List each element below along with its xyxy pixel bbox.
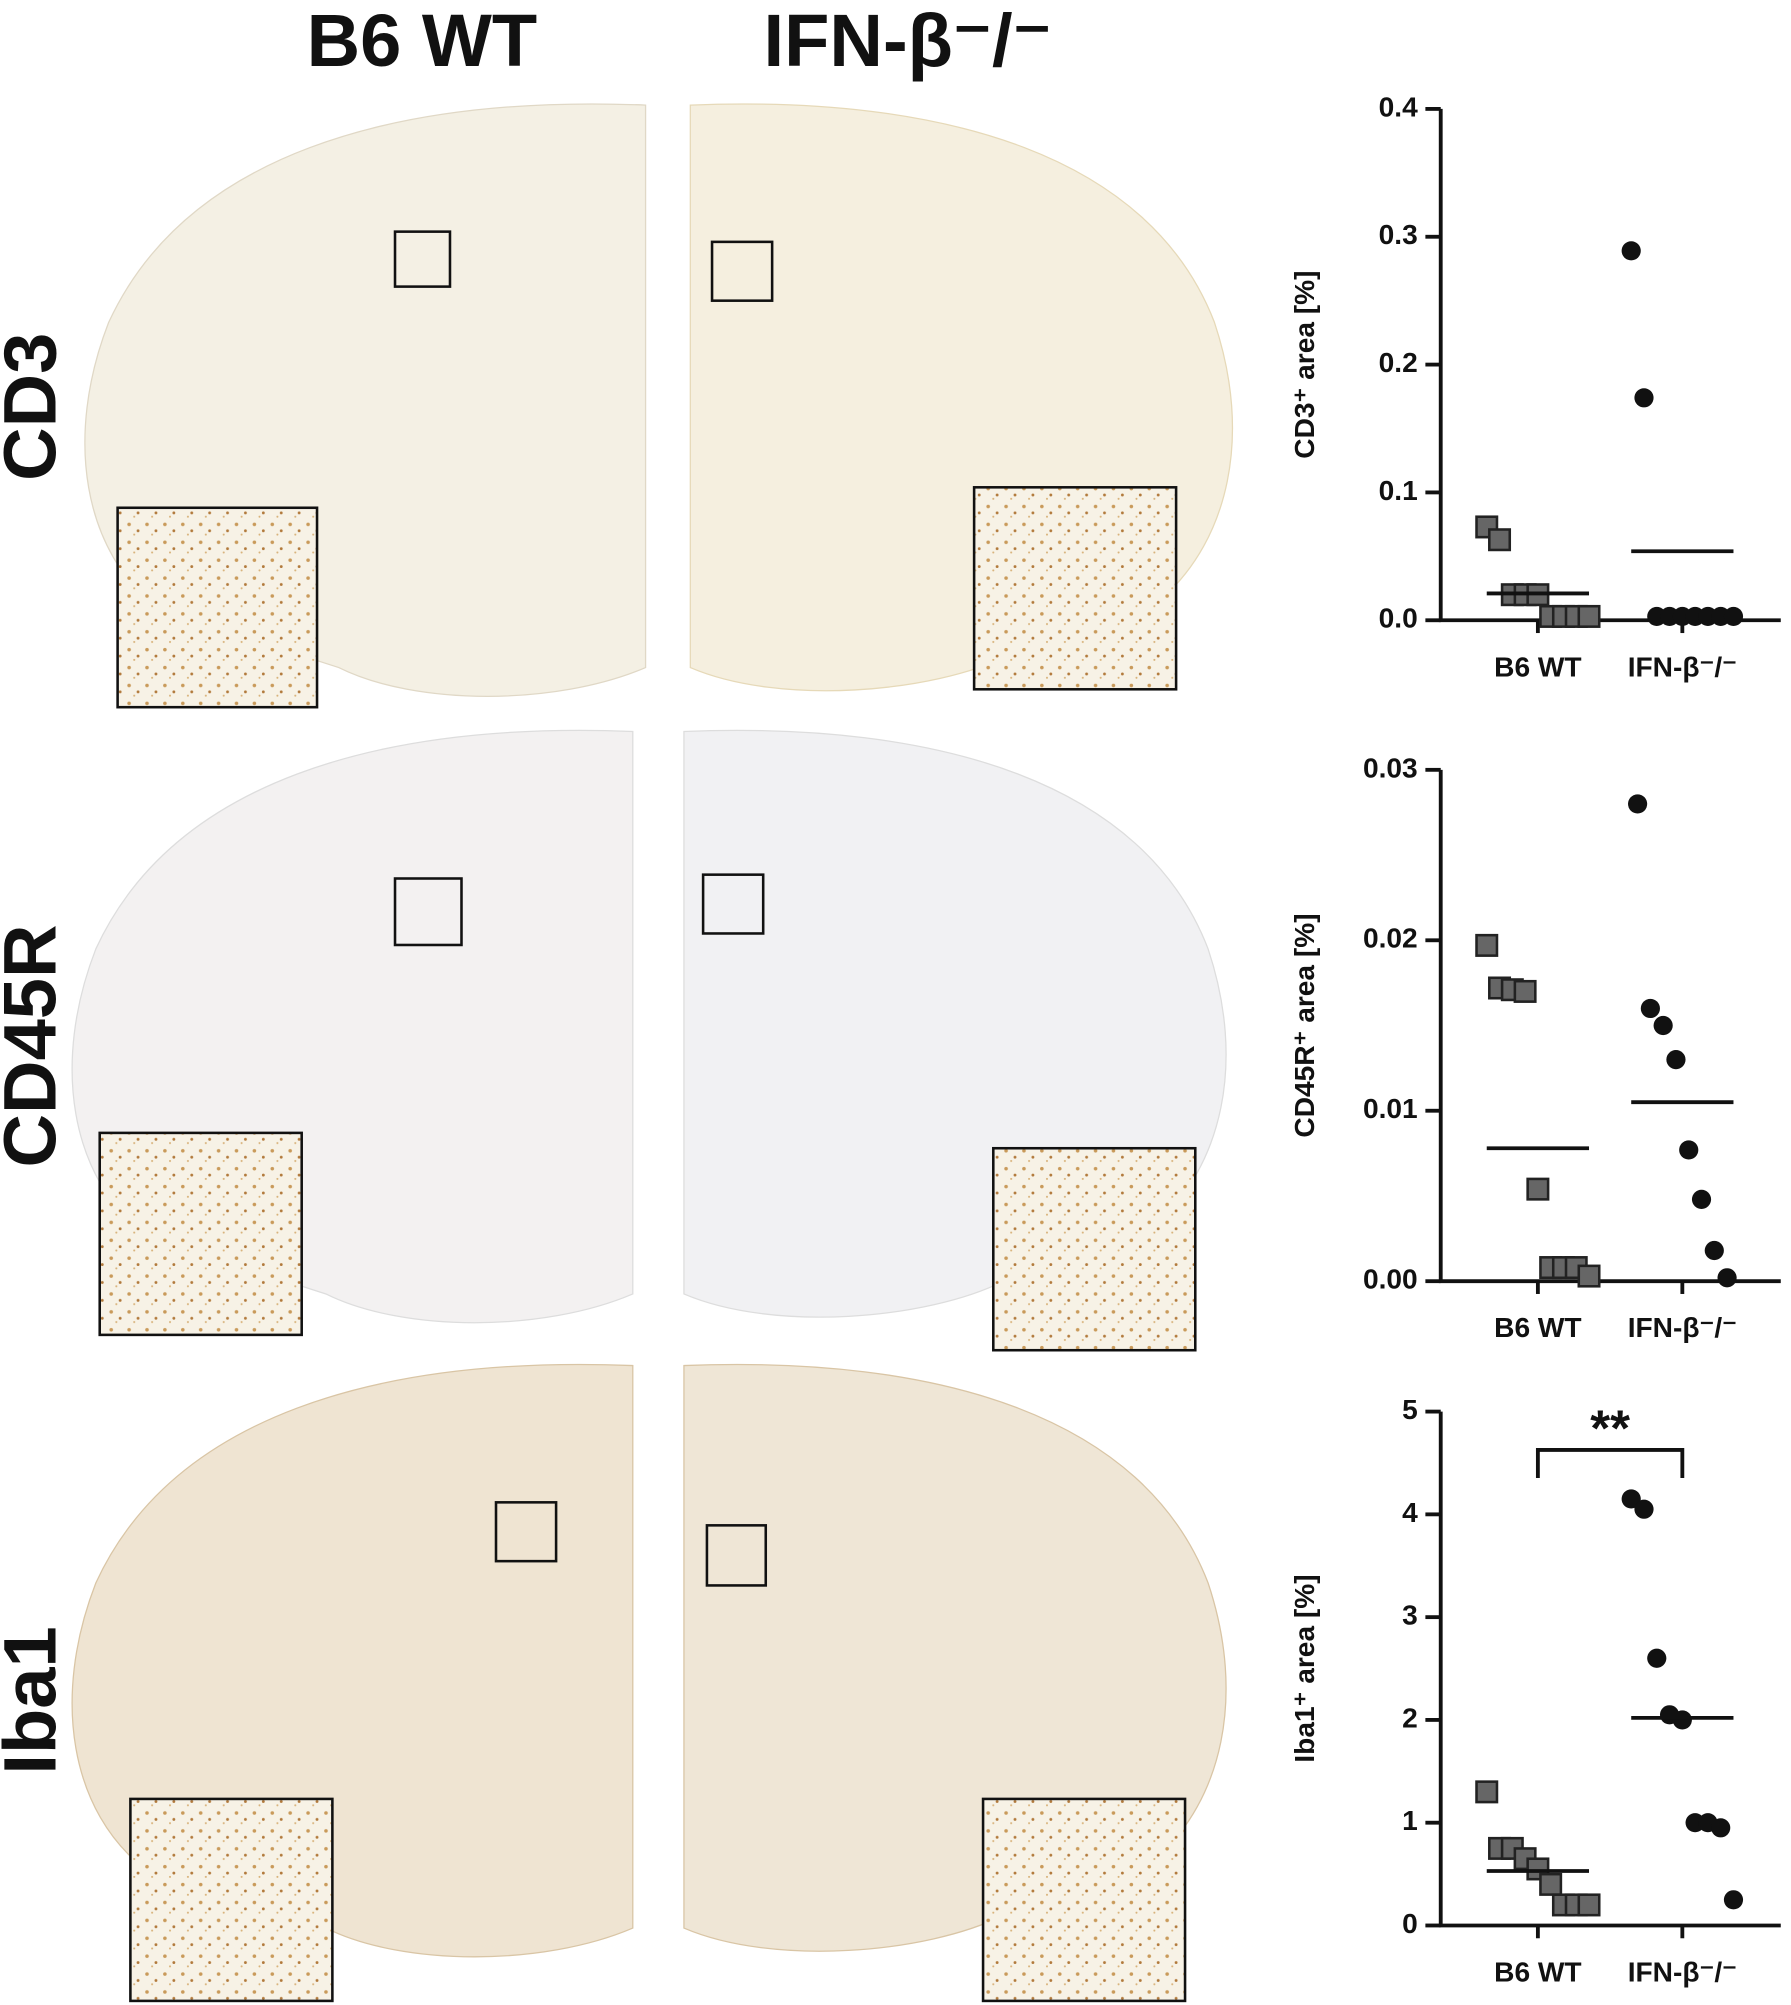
x-tick-label: B6 WT: [1494, 1312, 1581, 1343]
data-point: [1679, 1140, 1699, 1160]
significance-label: **: [1590, 1400, 1630, 1457]
data-point: [1717, 1268, 1737, 1288]
data-point: [1621, 1489, 1641, 1509]
data-point: [1723, 1890, 1744, 1910]
data-point: [1577, 604, 1601, 628]
significance-bracket: [1535, 1448, 1685, 1479]
y-tick-label: 4: [1402, 1497, 1418, 1528]
x-tick-label: IFN-β⁻/⁻: [1628, 651, 1737, 682]
x-tick-label: IFN-β⁻/⁻: [1628, 1312, 1737, 1343]
row-label: CD45R: [0, 924, 71, 1167]
y-axis-label: CD45R⁺ area [%]: [1289, 913, 1320, 1137]
data-point: [1634, 1499, 1654, 1519]
data-point: [1526, 1177, 1550, 1201]
y-tick-label: 0.00: [1363, 1264, 1418, 1295]
data-point: [1672, 1710, 1692, 1730]
x-tick-label: B6 WT: [1494, 651, 1581, 682]
data-point: [1628, 794, 1648, 814]
data-point: [1577, 1893, 1601, 1917]
y-tick-label: 2: [1402, 1702, 1418, 1733]
data-point: [1723, 606, 1744, 627]
row-label: Iba1: [0, 1626, 71, 1774]
y-axis-label: CD3⁺ area [%]: [1289, 270, 1320, 458]
data-point: [1666, 1050, 1686, 1070]
data-point: [1691, 1189, 1712, 1209]
y-tick-label: 0.3: [1379, 219, 1418, 250]
y-tick-label: 0.01: [1363, 1093, 1418, 1124]
y-tick-label: 3: [1402, 1600, 1418, 1631]
y-tick-label: 0.0: [1379, 603, 1418, 634]
y-tick-label: 0.02: [1363, 923, 1418, 954]
x-tick-label: IFN-β⁻/⁻: [1628, 1956, 1737, 1987]
data-point: [1577, 1264, 1601, 1288]
data-point: [1647, 1648, 1667, 1668]
y-axis-label: Iba1⁺ area [%]: [1289, 1574, 1320, 1762]
data-point: [1711, 1818, 1731, 1838]
x-tick-label: B6 WT: [1494, 1956, 1581, 1987]
y-tick-label: 1: [1402, 1805, 1418, 1836]
y-tick-label: 5: [1402, 1394, 1418, 1425]
data-point: [1513, 979, 1537, 1003]
data-point: [1539, 1872, 1563, 1896]
data-point: [1488, 528, 1512, 552]
data-point: [1475, 933, 1499, 957]
data-point: [1640, 998, 1660, 1019]
data-point: [1621, 241, 1641, 261]
data-point: [1634, 388, 1654, 408]
data-point: [1653, 1015, 1673, 1036]
y-tick-label: 0.03: [1363, 752, 1418, 783]
y-tick-label: 0.1: [1379, 475, 1418, 506]
micrographs: [71, 103, 1234, 2003]
column-label: IFN-β⁻/⁻: [764, 0, 1052, 82]
y-tick-label: 0.2: [1379, 347, 1418, 378]
y-tick-label: 0.4: [1379, 91, 1418, 122]
row-label: CD3: [0, 333, 71, 481]
data-point: [1475, 1780, 1499, 1804]
column-label: B6 WT: [307, 0, 538, 82]
y-tick-label: 0: [1402, 1908, 1418, 1939]
axis: [1438, 769, 1781, 1284]
data-point: [1704, 1240, 1724, 1261]
